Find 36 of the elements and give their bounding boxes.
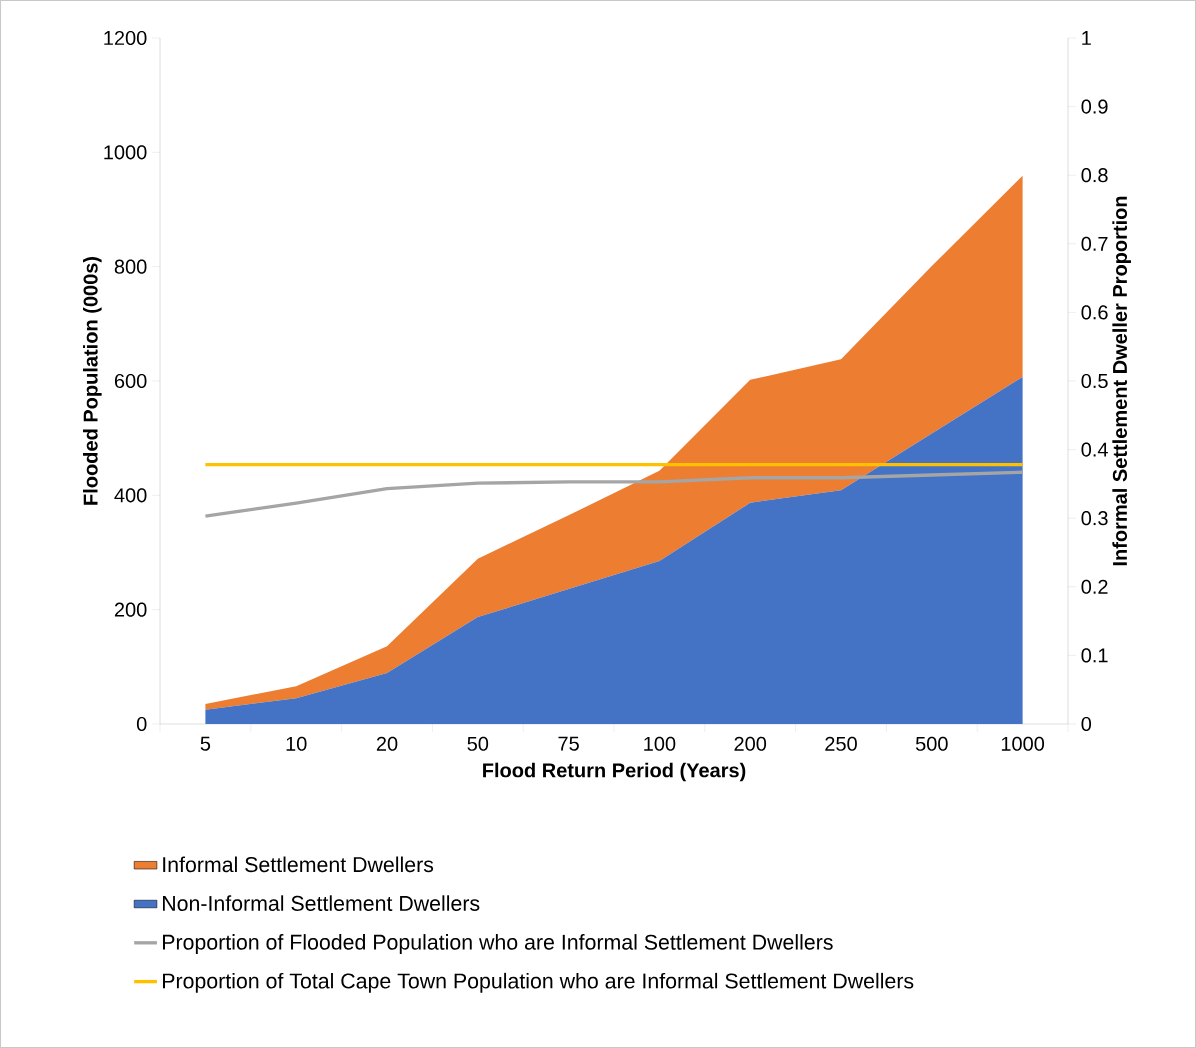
y-tick-label: 400 <box>114 488 147 503</box>
y2-tick-label: 0.9 <box>1081 99 1108 114</box>
x-tick-label: 100 <box>644 736 676 751</box>
legend-label: Proportion of Total Cape Town Population who are Informal Settlement Dwellers <box>163 972 914 993</box>
y2-tick-label: 0.8 <box>1081 168 1108 183</box>
legend-label: Proportion of Flooded Population who are Informal Settlement Dwellers <box>163 934 833 954</box>
y2-tick-label: 0 <box>1081 716 1092 732</box>
x-tick-label: 20 <box>376 736 398 751</box>
y-tick-label: 600 <box>114 373 147 389</box>
y-tick-label: 1200 <box>104 30 147 46</box>
x-tick-label: 200 <box>734 736 767 751</box>
line-series <box>203 470 1025 518</box>
legend-label: Non-Informal Settlement Dwellers <box>163 895 480 911</box>
y-axis-title: Flooded Population (000s) <box>83 256 102 505</box>
y-tick-label: 800 <box>114 259 147 274</box>
x-tick-label: 1000 <box>1001 736 1045 751</box>
y2-tick-label: 0.3 <box>1081 511 1108 526</box>
y2-tick-label: 1 <box>1082 31 1091 45</box>
x-tick-label: 250 <box>825 736 857 751</box>
y2-tick-label: 0.7 <box>1081 236 1108 251</box>
y-tick-label: 0 <box>136 716 147 732</box>
legend-label: Informal Settlement Dwellers <box>163 856 434 873</box>
x-tick-label: 5 <box>200 736 211 751</box>
x-axis-title: Flood Return Period (Years) <box>483 762 746 782</box>
y-tick-label: 1000 <box>104 145 147 160</box>
y2-axis-title: Informal Settlement Dweller Proportion <box>1112 196 1131 566</box>
x-tick-label: 10 <box>286 736 307 751</box>
y-tick-label: 200 <box>114 602 147 617</box>
x-tick-label: 500 <box>915 736 948 751</box>
x-tick-label: 75 <box>558 736 579 751</box>
y2-tick-label: 0.2 <box>1081 579 1108 594</box>
x-tick-label: 50 <box>467 736 489 751</box>
y2-tick-label: 0.1 <box>1081 648 1108 663</box>
y2-tick-label: 0.5 <box>1081 373 1108 389</box>
y2-tick-label: 0.4 <box>1081 442 1108 457</box>
y2-tick-label: 0.6 <box>1081 305 1108 320</box>
